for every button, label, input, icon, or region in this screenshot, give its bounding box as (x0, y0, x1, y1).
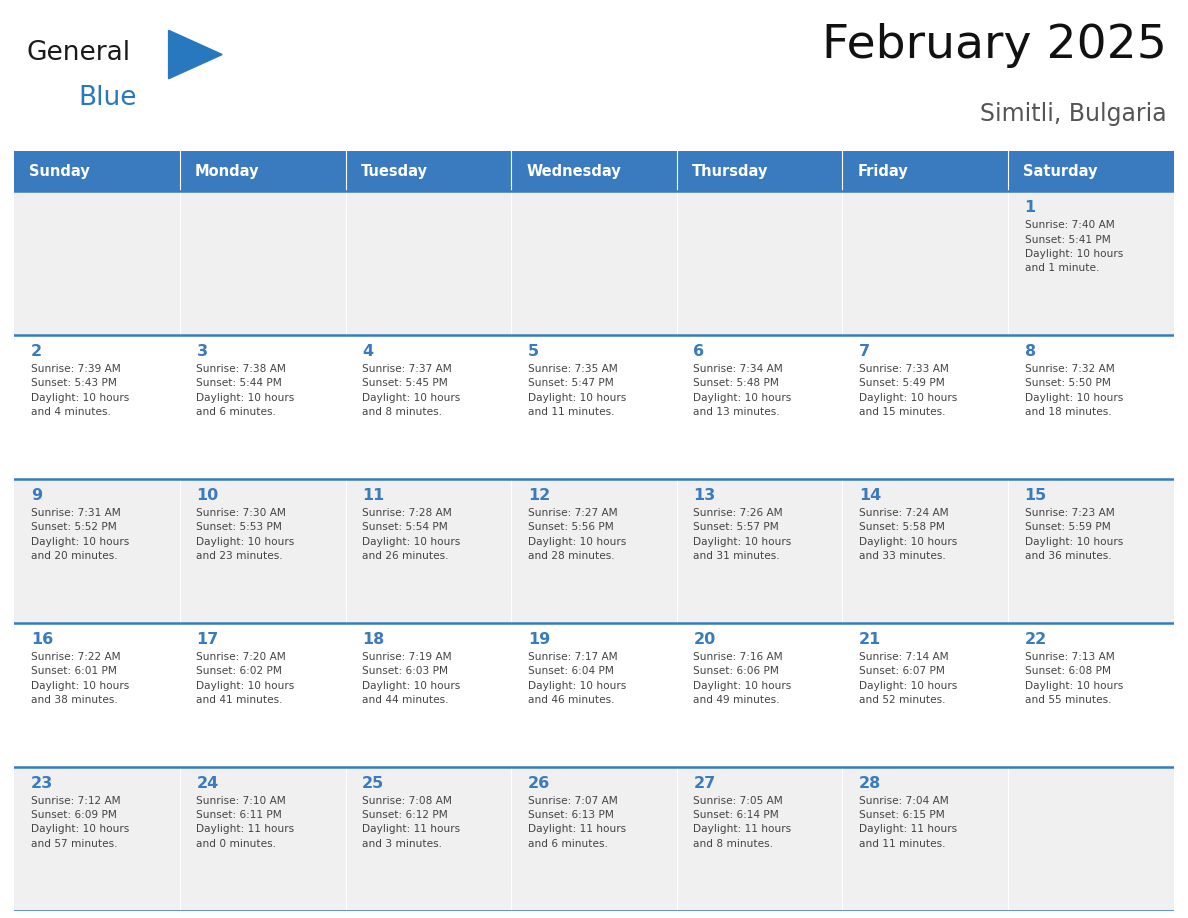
Text: 19: 19 (527, 632, 550, 647)
Bar (14, 335, 1174, 479)
Text: Sunrise: 7:08 AM
Sunset: 6:12 PM
Daylight: 11 hours
and 3 minutes.: Sunrise: 7:08 AM Sunset: 6:12 PM Dayligh… (362, 796, 460, 849)
Text: Sunrise: 7:26 AM
Sunset: 5:57 PM
Daylight: 10 hours
and 31 minutes.: Sunrise: 7:26 AM Sunset: 5:57 PM Dayligh… (694, 508, 791, 561)
Bar (14, 767, 1174, 911)
Text: 24: 24 (196, 776, 219, 790)
Text: 21: 21 (859, 632, 881, 647)
Text: 15: 15 (1025, 487, 1047, 503)
Text: General: General (26, 40, 131, 66)
Bar (14, 192, 1174, 335)
Text: 20: 20 (694, 632, 715, 647)
Text: Sunrise: 7:34 AM
Sunset: 5:48 PM
Daylight: 10 hours
and 13 minutes.: Sunrise: 7:34 AM Sunset: 5:48 PM Dayligh… (694, 364, 791, 418)
Text: Sunrise: 7:31 AM
Sunset: 5:52 PM
Daylight: 10 hours
and 20 minutes.: Sunrise: 7:31 AM Sunset: 5:52 PM Dayligh… (31, 508, 129, 561)
Text: 27: 27 (694, 776, 715, 790)
Text: Sunrise: 7:22 AM
Sunset: 6:01 PM
Daylight: 10 hours
and 38 minutes.: Sunrise: 7:22 AM Sunset: 6:01 PM Dayligh… (31, 652, 129, 705)
Text: 4: 4 (362, 344, 373, 359)
Text: 3: 3 (196, 344, 208, 359)
Bar (14, 479, 1174, 623)
Text: Sunrise: 7:40 AM
Sunset: 5:41 PM
Daylight: 10 hours
and 1 minute.: Sunrise: 7:40 AM Sunset: 5:41 PM Dayligh… (1025, 220, 1123, 274)
Text: 16: 16 (31, 632, 53, 647)
Text: 18: 18 (362, 632, 385, 647)
Bar (14, 623, 1174, 767)
Text: Wednesday: Wednesday (526, 164, 621, 179)
Text: 5: 5 (527, 344, 539, 359)
Text: February 2025: February 2025 (822, 23, 1167, 68)
Text: Simitli, Bulgaria: Simitli, Bulgaria (980, 102, 1167, 126)
Text: 6: 6 (694, 344, 704, 359)
Text: 10: 10 (196, 487, 219, 503)
Text: Sunrise: 7:28 AM
Sunset: 5:54 PM
Daylight: 10 hours
and 26 minutes.: Sunrise: 7:28 AM Sunset: 5:54 PM Dayligh… (362, 508, 461, 561)
Text: Tuesday: Tuesday (360, 164, 428, 179)
Text: 13: 13 (694, 487, 715, 503)
Text: 23: 23 (31, 776, 53, 790)
Text: Sunrise: 7:07 AM
Sunset: 6:13 PM
Daylight: 11 hours
and 6 minutes.: Sunrise: 7:07 AM Sunset: 6:13 PM Dayligh… (527, 796, 626, 849)
Polygon shape (169, 30, 222, 79)
Text: 12: 12 (527, 487, 550, 503)
Text: 1: 1 (1025, 200, 1036, 215)
Text: Sunrise: 7:27 AM
Sunset: 5:56 PM
Daylight: 10 hours
and 28 minutes.: Sunrise: 7:27 AM Sunset: 5:56 PM Dayligh… (527, 508, 626, 561)
Text: Sunrise: 7:13 AM
Sunset: 6:08 PM
Daylight: 10 hours
and 55 minutes.: Sunrise: 7:13 AM Sunset: 6:08 PM Dayligh… (1025, 652, 1123, 705)
Text: Sunrise: 7:12 AM
Sunset: 6:09 PM
Daylight: 10 hours
and 57 minutes.: Sunrise: 7:12 AM Sunset: 6:09 PM Dayligh… (31, 796, 129, 849)
Text: 7: 7 (859, 344, 870, 359)
Text: Sunrise: 7:19 AM
Sunset: 6:03 PM
Daylight: 10 hours
and 44 minutes.: Sunrise: 7:19 AM Sunset: 6:03 PM Dayligh… (362, 652, 461, 705)
Text: Thursday: Thursday (691, 164, 769, 179)
Text: Monday: Monday (195, 164, 259, 179)
Text: 11: 11 (362, 487, 385, 503)
Text: Sunrise: 7:04 AM
Sunset: 6:15 PM
Daylight: 11 hours
and 11 minutes.: Sunrise: 7:04 AM Sunset: 6:15 PM Dayligh… (859, 796, 958, 849)
Text: Sunrise: 7:14 AM
Sunset: 6:07 PM
Daylight: 10 hours
and 52 minutes.: Sunrise: 7:14 AM Sunset: 6:07 PM Dayligh… (859, 652, 958, 705)
Text: 22: 22 (1025, 632, 1047, 647)
Text: Sunrise: 7:30 AM
Sunset: 5:53 PM
Daylight: 10 hours
and 23 minutes.: Sunrise: 7:30 AM Sunset: 5:53 PM Dayligh… (196, 508, 295, 561)
Text: Sunrise: 7:05 AM
Sunset: 6:14 PM
Daylight: 11 hours
and 8 minutes.: Sunrise: 7:05 AM Sunset: 6:14 PM Dayligh… (694, 796, 791, 849)
Text: Blue: Blue (78, 85, 137, 111)
Text: Sunday: Sunday (30, 164, 90, 179)
Text: Sunrise: 7:10 AM
Sunset: 6:11 PM
Daylight: 11 hours
and 0 minutes.: Sunrise: 7:10 AM Sunset: 6:11 PM Dayligh… (196, 796, 295, 849)
Text: Sunrise: 7:33 AM
Sunset: 5:49 PM
Daylight: 10 hours
and 15 minutes.: Sunrise: 7:33 AM Sunset: 5:49 PM Dayligh… (859, 364, 958, 418)
Text: 14: 14 (859, 487, 881, 503)
Text: Sunrise: 7:35 AM
Sunset: 5:47 PM
Daylight: 10 hours
and 11 minutes.: Sunrise: 7:35 AM Sunset: 5:47 PM Dayligh… (527, 364, 626, 418)
Text: Sunrise: 7:39 AM
Sunset: 5:43 PM
Daylight: 10 hours
and 4 minutes.: Sunrise: 7:39 AM Sunset: 5:43 PM Dayligh… (31, 364, 129, 418)
Text: Sunrise: 7:32 AM
Sunset: 5:50 PM
Daylight: 10 hours
and 18 minutes.: Sunrise: 7:32 AM Sunset: 5:50 PM Dayligh… (1025, 364, 1123, 418)
Text: Sunrise: 7:16 AM
Sunset: 6:06 PM
Daylight: 10 hours
and 49 minutes.: Sunrise: 7:16 AM Sunset: 6:06 PM Dayligh… (694, 652, 791, 705)
Text: Sunrise: 7:17 AM
Sunset: 6:04 PM
Daylight: 10 hours
and 46 minutes.: Sunrise: 7:17 AM Sunset: 6:04 PM Dayligh… (527, 652, 626, 705)
Text: Sunrise: 7:38 AM
Sunset: 5:44 PM
Daylight: 10 hours
and 6 minutes.: Sunrise: 7:38 AM Sunset: 5:44 PM Dayligh… (196, 364, 295, 418)
Text: Saturday: Saturday (1023, 164, 1098, 179)
Text: Sunrise: 7:20 AM
Sunset: 6:02 PM
Daylight: 10 hours
and 41 minutes.: Sunrise: 7:20 AM Sunset: 6:02 PM Dayligh… (196, 652, 295, 705)
Text: Friday: Friday (858, 164, 908, 179)
Text: Sunrise: 7:24 AM
Sunset: 5:58 PM
Daylight: 10 hours
and 33 minutes.: Sunrise: 7:24 AM Sunset: 5:58 PM Dayligh… (859, 508, 958, 561)
Text: 25: 25 (362, 776, 385, 790)
Text: 28: 28 (859, 776, 881, 790)
Text: Sunrise: 7:23 AM
Sunset: 5:59 PM
Daylight: 10 hours
and 36 minutes.: Sunrise: 7:23 AM Sunset: 5:59 PM Dayligh… (1025, 508, 1123, 561)
Bar (14, 151, 1174, 192)
Text: 9: 9 (31, 487, 42, 503)
Text: 17: 17 (196, 632, 219, 647)
Text: 8: 8 (1025, 344, 1036, 359)
Text: Sunrise: 7:37 AM
Sunset: 5:45 PM
Daylight: 10 hours
and 8 minutes.: Sunrise: 7:37 AM Sunset: 5:45 PM Dayligh… (362, 364, 461, 418)
Text: 26: 26 (527, 776, 550, 790)
Text: 2: 2 (31, 344, 42, 359)
